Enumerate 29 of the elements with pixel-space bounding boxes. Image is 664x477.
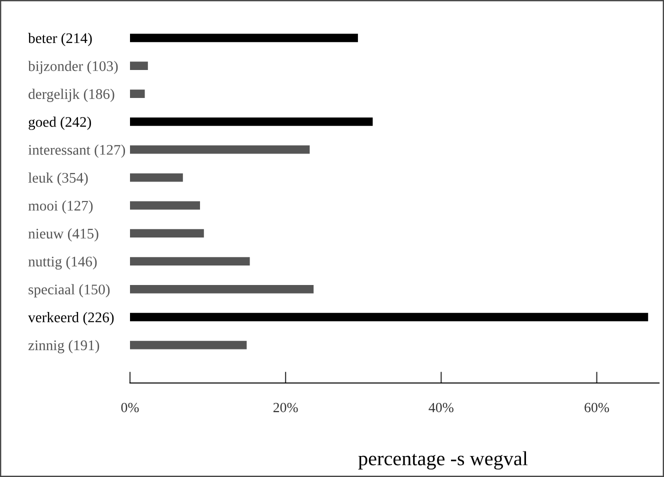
y-tick-label: verkeerd (226)	[28, 312, 114, 326]
bar	[130, 340, 247, 350]
y-tick-label: dergelijk (186)	[28, 88, 114, 102]
y-tick-label: bijzonder (103)	[28, 60, 118, 74]
bar	[130, 34, 358, 42]
y-tick-label: speciaal (150)	[28, 284, 110, 298]
bar	[130, 118, 373, 126]
y-tick-label: beter (214)	[28, 32, 92, 46]
bar	[130, 201, 200, 210]
bar	[130, 62, 148, 70]
bar	[130, 285, 314, 294]
x-tick-label: 20%	[273, 402, 298, 412]
bar	[130, 312, 648, 322]
bar	[130, 173, 183, 182]
y-tick-label: nieuw (415)	[28, 228, 98, 242]
bar	[130, 145, 310, 154]
y-tick-label: goed (242)	[28, 116, 91, 130]
y-tick-label: leuk (354)	[28, 172, 88, 186]
x-tick-label: 60%	[584, 402, 610, 412]
y-tick-label: mooi (127)	[28, 200, 93, 214]
y-tick-label: interessant (127)	[28, 144, 126, 158]
y-tick-label: nuttig (146)	[28, 256, 97, 270]
bar	[130, 229, 204, 238]
bar	[130, 257, 250, 266]
bar	[130, 90, 145, 98]
y-tick-label: zinnig (191)	[28, 340, 100, 354]
x-tick-label: 40%	[428, 402, 454, 412]
x-axis-title: percentage -s wegval	[358, 451, 528, 470]
x-tick-label: 0%	[121, 402, 139, 412]
